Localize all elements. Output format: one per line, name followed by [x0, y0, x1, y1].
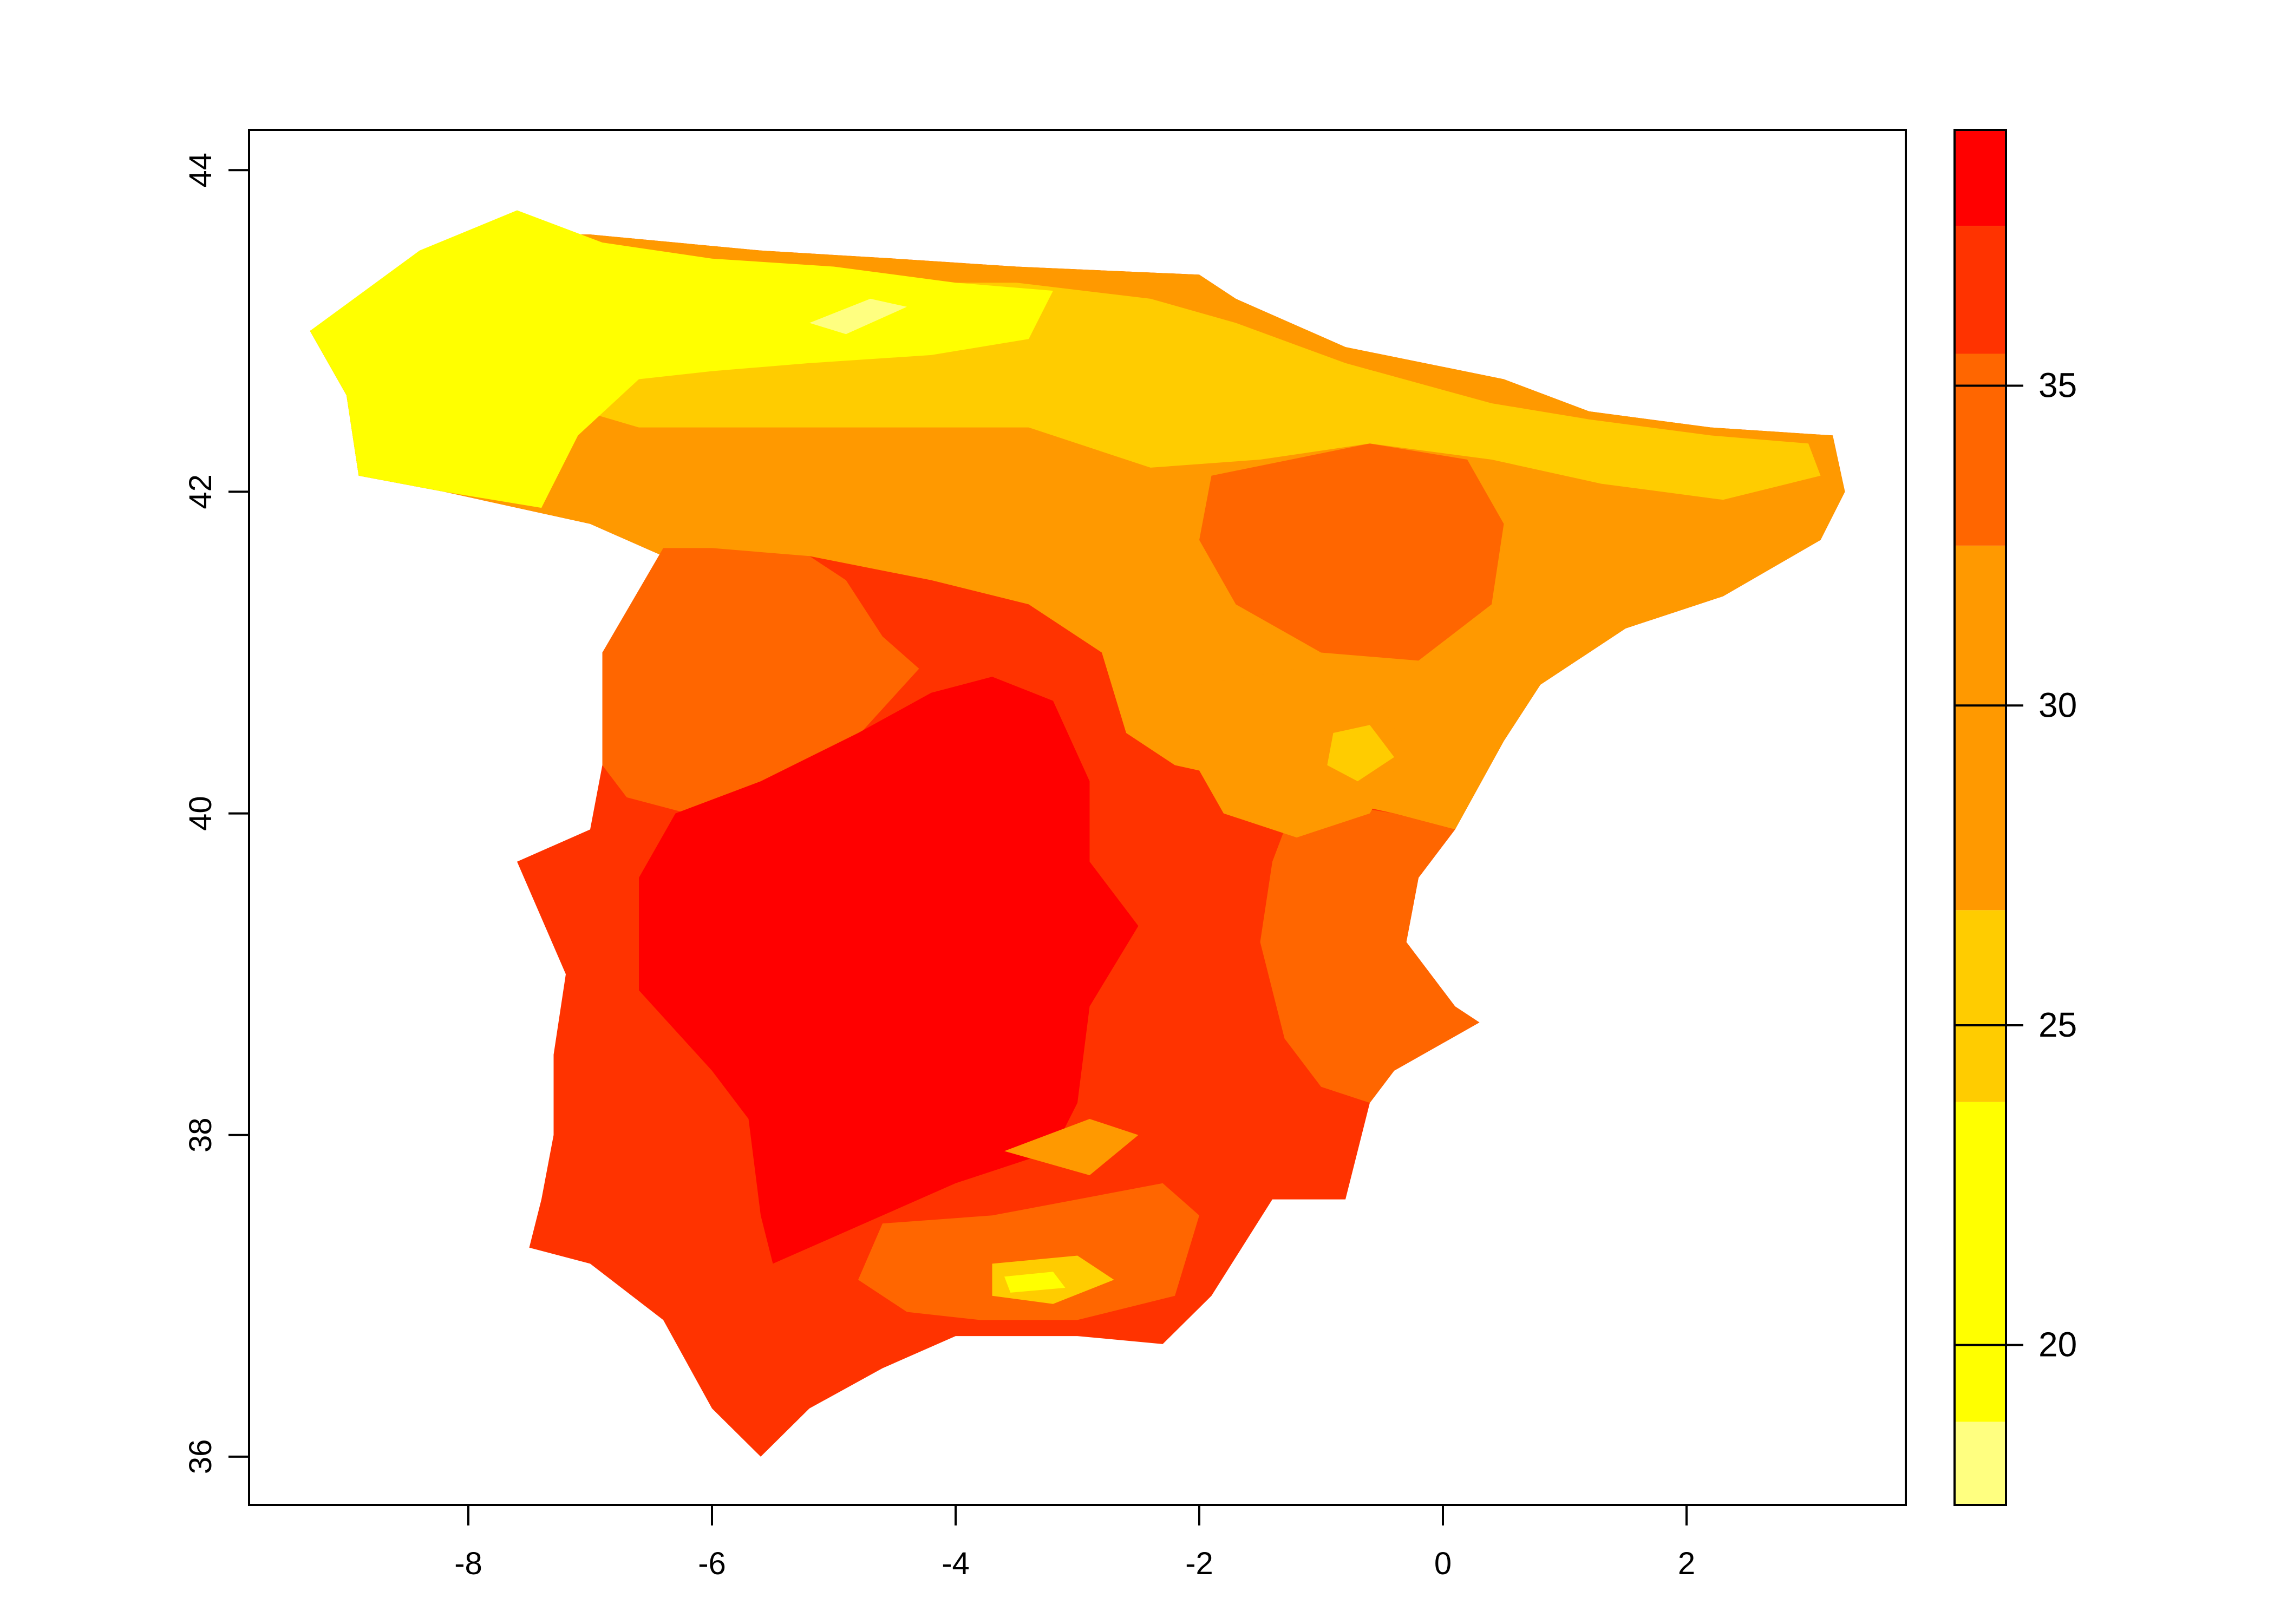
x-tick-label: -8 — [454, 1546, 482, 1581]
x-tick-label: 2 — [1678, 1546, 1695, 1581]
map-region-sierra-nevada-peak — [1004, 1272, 1066, 1293]
map-region-east-coast — [1260, 797, 1480, 1103]
y-tick-label: 36 — [183, 1439, 218, 1475]
legend-bin-2 — [1955, 910, 2006, 1102]
legend-bin-5 — [1955, 226, 2006, 354]
map-region-ebro-valley — [1199, 443, 1504, 661]
x-tick-label: -2 — [1185, 1546, 1213, 1581]
legend-bin-4 — [1955, 353, 2006, 546]
legend-bin-3 — [1955, 545, 2006, 911]
map-region-galicia — [310, 210, 1053, 508]
legend-frame — [1953, 129, 2007, 1506]
legend-bin-1 — [1955, 1102, 2006, 1422]
legend-tick-label: 35 — [2038, 366, 2077, 405]
legend-tick-label: 25 — [2038, 1005, 2077, 1044]
legend-bin-6 — [1955, 130, 2006, 226]
map-region-cantabrian-peaks — [809, 298, 907, 335]
y-tick-label: 42 — [183, 474, 218, 509]
map-region-iberian-system — [1187, 669, 1407, 838]
map-region-betic-ranges — [858, 1183, 1199, 1320]
legend-tick-label: 20 — [2038, 1325, 2077, 1364]
map-region-central-hot — [639, 677, 1139, 1264]
y-tick-label: 44 — [183, 153, 218, 188]
y-axis: 36 38 40 42 44 — [183, 153, 250, 1475]
x-tick-label: -4 — [942, 1546, 970, 1581]
y-tick-label: 38 — [183, 1117, 218, 1152]
x-axis: -8 -6 -4 -2 0 2 — [454, 1504, 1695, 1581]
x-tick-label: 0 — [1434, 1546, 1452, 1581]
y-tick-label: 40 — [183, 796, 218, 831]
x-tick-label: -6 — [698, 1546, 726, 1581]
map-raster — [310, 210, 1845, 1457]
legend-tick-label: 30 — [2038, 685, 2077, 724]
map-region-baetic-south — [1004, 1119, 1139, 1175]
color-legend: 20 25 30 35 — [1953, 129, 2077, 1506]
map-region-teruel-high — [1327, 725, 1394, 782]
legend-bin-0 — [1955, 1422, 2006, 1505]
